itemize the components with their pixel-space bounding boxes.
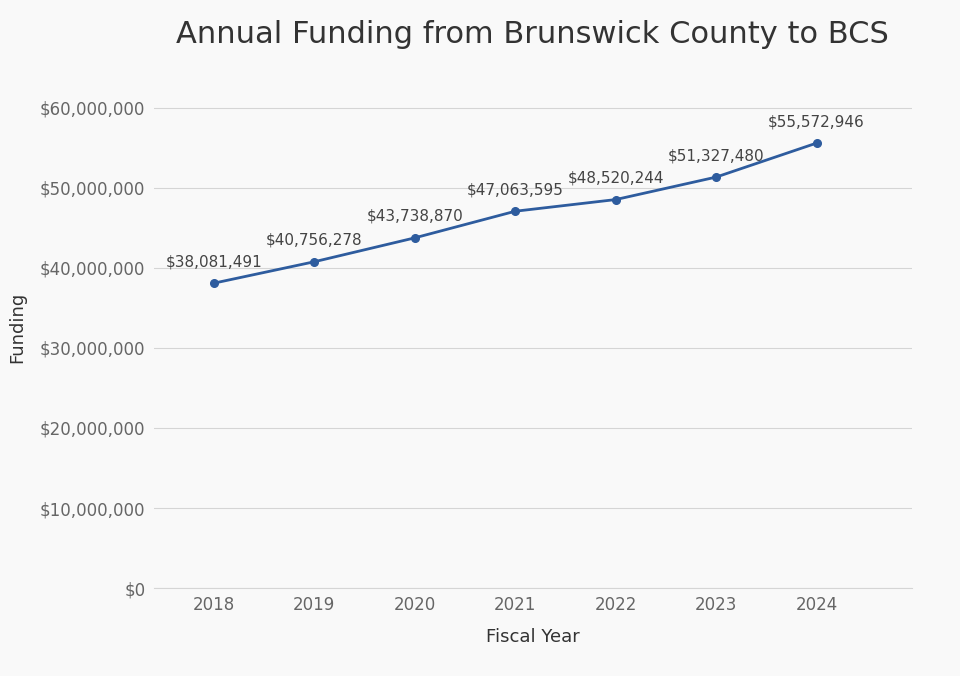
Text: $55,572,946: $55,572,946 [768, 114, 865, 129]
X-axis label: Fiscal Year: Fiscal Year [486, 629, 580, 646]
Text: $51,327,480: $51,327,480 [668, 148, 764, 163]
Text: $43,738,870: $43,738,870 [367, 209, 463, 224]
Y-axis label: Funding: Funding [8, 292, 26, 364]
Text: $48,520,244: $48,520,244 [567, 170, 664, 186]
Title: Annual Funding from Brunswick County to BCS: Annual Funding from Brunswick County to … [177, 20, 889, 49]
Text: $40,756,278: $40,756,278 [266, 233, 363, 248]
Text: $47,063,595: $47,063,595 [467, 183, 564, 197]
Text: $38,081,491: $38,081,491 [165, 254, 262, 269]
